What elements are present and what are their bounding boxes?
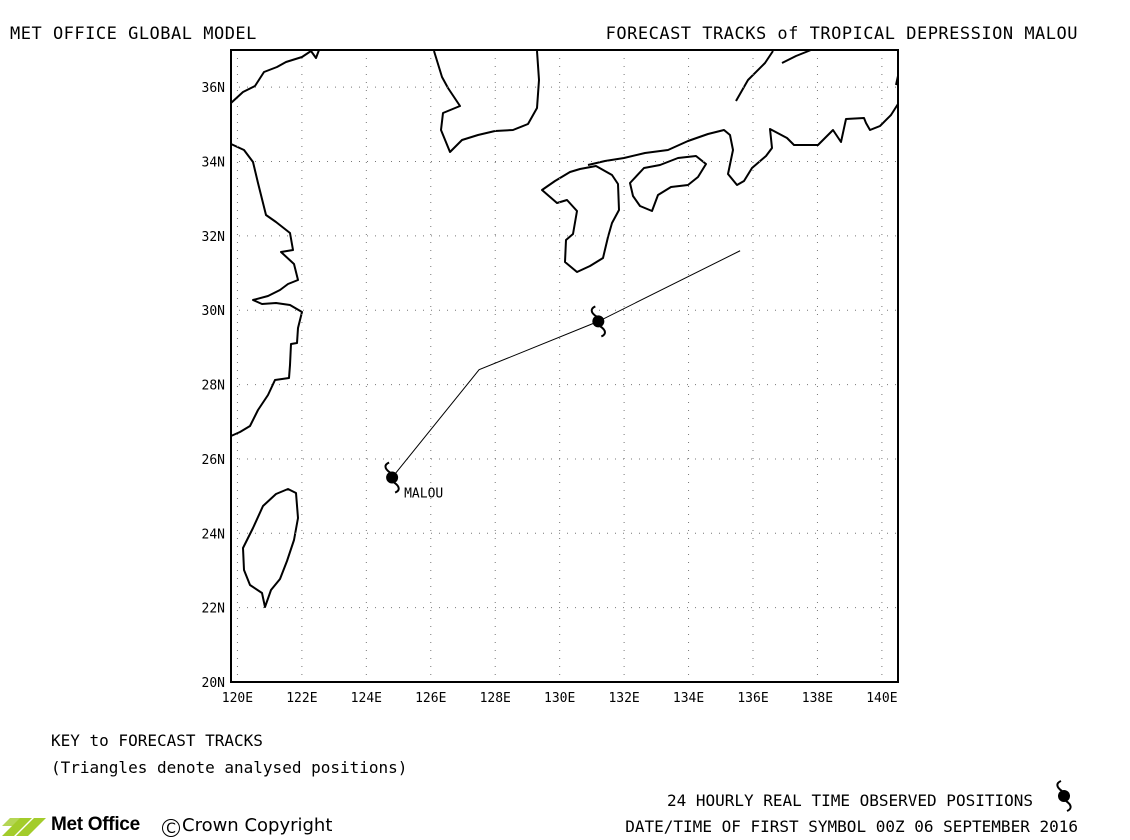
x-tick-label: 140E (866, 691, 897, 706)
x-tick-label: 126E (415, 691, 446, 706)
y-tick-label: 24N (202, 527, 225, 542)
coastlines (230, 49, 899, 608)
key-note: (Triangles denote analysed positions) (51, 758, 408, 777)
observed-positions-label: 24 HOURLY REAL TIME OBSERVED POSITIONS (666, 791, 1033, 810)
y-tick-label: 32N (202, 230, 225, 245)
cyclone-marker (590, 305, 606, 338)
coastline-korea (433, 50, 540, 153)
x-tick-label: 122E (286, 691, 317, 706)
plot-frame (230, 49, 899, 683)
longitude-ticks: 120E 122E 124E 126E 128E 130E 132E 134E 136E 138E… (222, 691, 898, 706)
y-tick-label: 28N (202, 379, 225, 394)
copyright-text: Crown Copyright (182, 815, 333, 836)
coastline-honshu (587, 103, 899, 186)
forecast-track-line (391, 250, 741, 478)
y-tick-label: 36N (202, 81, 225, 96)
coastline-china-north (230, 49, 320, 104)
coastline-taiwan (242, 488, 299, 608)
cyclone-marker (384, 461, 400, 494)
y-tick-label: 22N (202, 602, 225, 617)
met-office-logo-mark (2, 818, 46, 836)
x-tick-label: 138E (802, 691, 833, 706)
x-tick-label: 136E (737, 691, 768, 706)
cyclone-icon (1056, 780, 1072, 812)
x-tick-label: 120E (222, 691, 253, 706)
met-office-logo-text: Met Office (51, 814, 140, 835)
observed-position-markers (384, 305, 606, 494)
coastline-shikoku (629, 155, 707, 212)
met-office-logo: Met Office (2, 812, 140, 838)
coastline-fragment (781, 49, 812, 64)
chart-title: FORECAST TRACKS of TROPICAL DEPRESSION M… (605, 24, 1078, 44)
x-tick-label: 128E (480, 691, 511, 706)
x-tick-label: 132E (608, 691, 639, 706)
coastline-kyushu (541, 165, 620, 273)
copyright-symbol: C (162, 819, 180, 837)
x-tick-label: 124E (351, 691, 382, 706)
x-tick-label: 134E (673, 691, 704, 706)
copyright-notice: C Crown Copyright (162, 815, 332, 837)
storm-label: MALOU (404, 487, 443, 502)
y-tick-label: 30N (202, 304, 225, 319)
model-title: MET OFFICE GLOBAL MODEL (10, 24, 257, 44)
key-title: KEY to FORECAST TRACKS (51, 731, 263, 750)
latitude-ticks: 20N 22N 24N 26N 28N 30N 32N 34N 36N (202, 81, 225, 691)
x-tick-label: 130E (544, 691, 575, 706)
y-tick-label: 34N (202, 156, 225, 171)
y-tick-label: 20N (202, 676, 225, 691)
first-symbol-datetime: DATE/TIME OF FIRST SYMBOL 00Z 06 SEPTEMB… (625, 817, 1078, 836)
coastline-china-south (230, 143, 303, 437)
coastline-honshu-north (735, 50, 774, 102)
y-tick-label: 26N (202, 453, 225, 468)
